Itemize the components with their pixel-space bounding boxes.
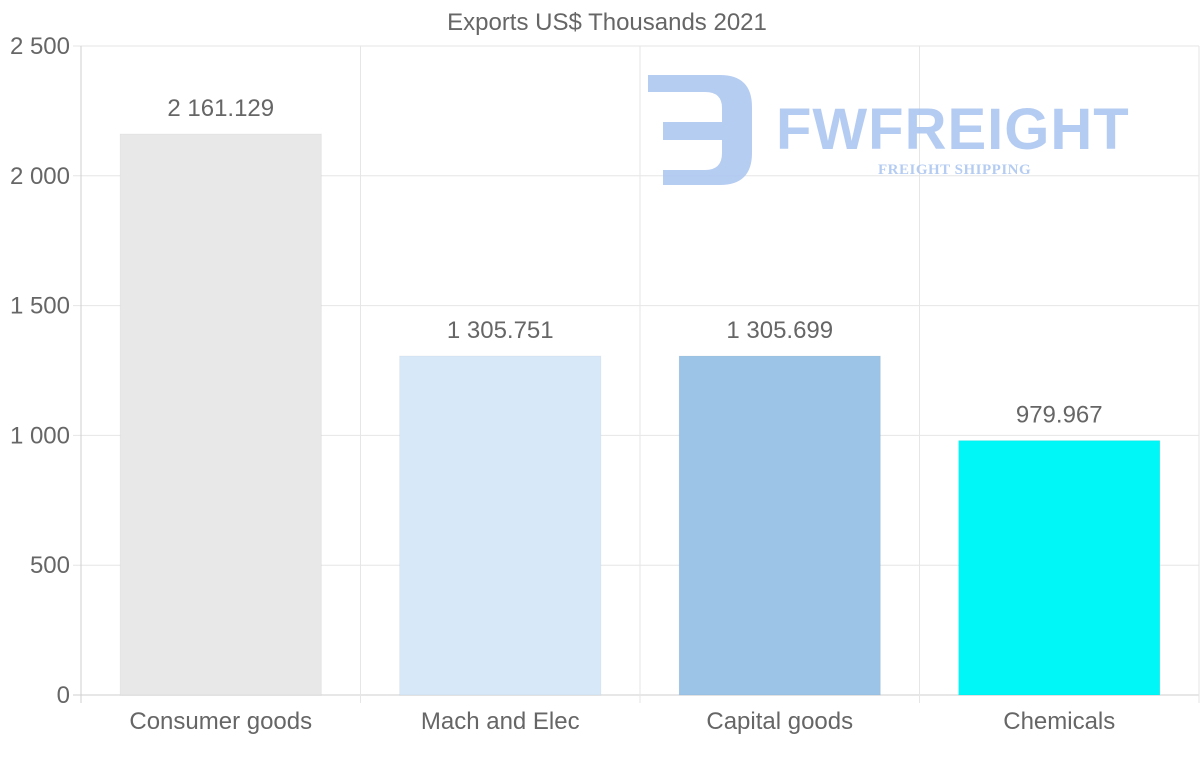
bar-layer [119,133,1161,696]
bar-value-label: 2 161.129 [167,95,274,122]
data-label-layer: 2 161.129 1 305.751 1 305.699 979.967 [167,95,1102,429]
y-tick-label: 1 500 [10,293,70,320]
x-tick-label: Capital goods [706,708,853,735]
fwfreight-logo-icon [648,75,752,185]
watermark-brand-text: FWFREIGHT [776,97,1130,162]
chart-title: Exports US$ Thousands 2021 [447,9,767,36]
x-tick-label: Mach and Elec [421,708,580,735]
fwfreight-watermark: FWFREIGHT FREIGHT SHIPPING [648,75,1130,185]
x-tick-label: Consumer goods [129,708,312,735]
axis-layer: 0 500 1 000 1 500 2 000 2 500 Consumer goods Ma… [10,33,1115,735]
y-tick-label: 0 [57,682,70,709]
y-tick-label: 1 000 [10,422,70,449]
bar-value-label: 979.967 [1016,402,1103,429]
bar-mach-and-elec[interactable] [399,355,602,696]
y-tick-label: 2 000 [10,163,70,190]
watermark-tagline-text: FREIGHT SHIPPING [878,162,1031,178]
y-tick-label: 2 500 [10,33,70,60]
y-tick-label: 500 [30,552,70,579]
bar-consumer-goods[interactable] [119,133,322,696]
bar-capital-goods[interactable] [678,355,881,696]
bar-chemicals[interactable] [958,440,1161,696]
x-tick-label: Chemicals [1003,708,1115,735]
bar-value-label: 1 305.699 [726,317,833,344]
bar-value-label: 1 305.751 [447,317,554,344]
